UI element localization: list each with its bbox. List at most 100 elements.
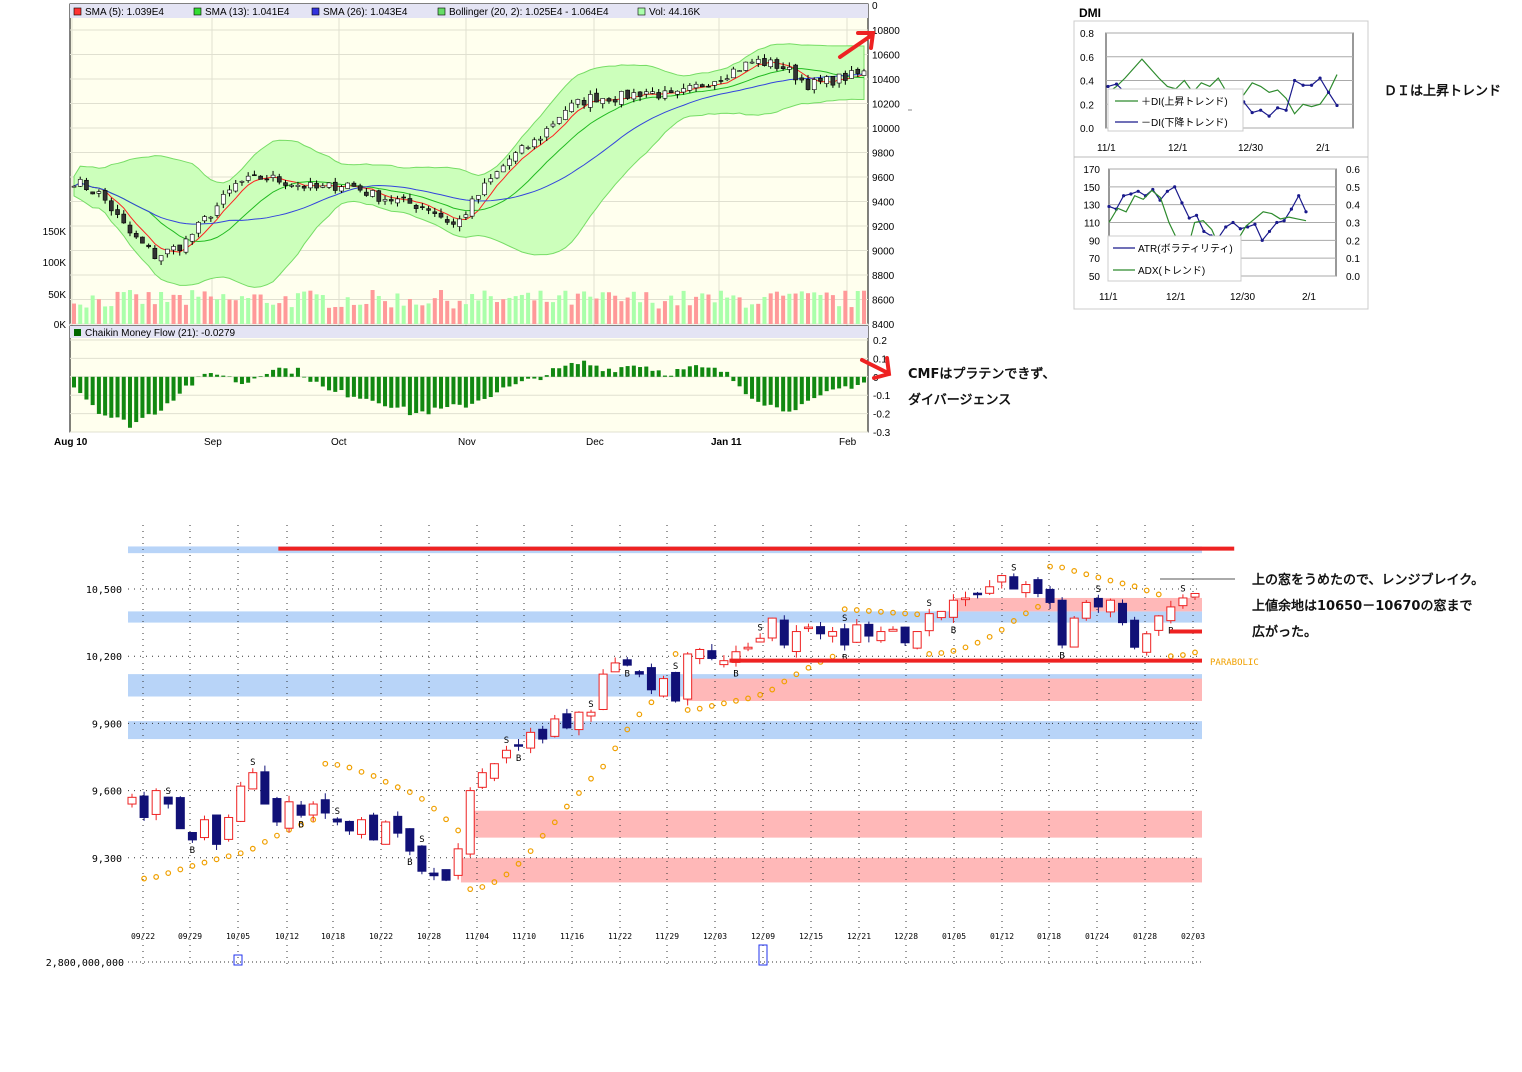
- candle: [699, 84, 705, 88]
- candle: [320, 799, 330, 814]
- cmf-bar: [718, 371, 723, 377]
- volume-bar: [781, 295, 786, 324]
- candle: [693, 83, 699, 89]
- cmf-bar: [538, 376, 543, 381]
- candle: [258, 175, 263, 180]
- candle: [719, 660, 729, 666]
- stock-chart-main: SMA (5): 1.039E4 SMA (13): 1.041E4 SMA (26…: [43, 1, 912, 448]
- parabolic-sar-dot: [1192, 649, 1198, 656]
- volume-bar: [758, 944, 768, 966]
- parabolic-sar-dot: [346, 764, 353, 771]
- volume-bar: [550, 302, 555, 324]
- candle: [513, 152, 518, 162]
- parabolic-sar-dot: [708, 703, 715, 709]
- volume-bar: [239, 296, 244, 324]
- legend-item: SMA (26): 1.043E4: [323, 7, 408, 18]
- volume-bar: [582, 291, 587, 324]
- cmf-bar: [463, 376, 468, 408]
- candle: [731, 68, 736, 79]
- volume-bar: [146, 292, 151, 324]
- candle: [1009, 576, 1019, 590]
- candle: [308, 803, 318, 816]
- cmf-bar: [787, 376, 792, 412]
- volume-bar: [712, 302, 717, 324]
- volume-bar: [420, 305, 425, 324]
- atr-series-line: [1108, 185, 1307, 242]
- candle: [836, 73, 842, 84]
- parabolic-sar-dot: [165, 870, 172, 877]
- candle: [272, 798, 282, 823]
- date-label: 10/05: [226, 932, 250, 941]
- volume-bar: [662, 301, 667, 324]
- parabolic-label: PARABOLIC: [1210, 658, 1259, 668]
- parabolic-sar-dot: [153, 874, 160, 880]
- candle: [345, 182, 351, 189]
- volume-bar: [824, 292, 829, 324]
- volume-bar: [264, 302, 269, 324]
- cmf-bar: [302, 376, 307, 378]
- legend-item: SMA (5): 1.039E4: [85, 7, 164, 18]
- parabolic-sar-dot: [225, 853, 232, 860]
- adx-y-tick-right: 0.4: [1346, 201, 1360, 212]
- price-tick-label: 9400: [872, 198, 895, 209]
- cmf-bar: [127, 376, 132, 428]
- candle: [888, 628, 898, 632]
- dmi-y-tick: 0.4: [1080, 77, 1094, 88]
- atr-series-line: [1108, 189, 1307, 257]
- cmf-bar: [221, 375, 226, 377]
- adx-y-tick-right: 0.5: [1346, 183, 1360, 194]
- volume-bar: [277, 303, 282, 324]
- candle: [482, 182, 487, 196]
- cmf-bar: [389, 376, 394, 408]
- atr-point: [1136, 189, 1140, 193]
- parabolic-sar-dot: [249, 845, 256, 852]
- candle: [646, 667, 656, 691]
- support-zone: [471, 810, 1202, 838]
- candle: [876, 631, 886, 642]
- volume-bar: [482, 290, 487, 324]
- dmi-point: [1292, 78, 1297, 83]
- dmi-legend-label: ＋DI(上昇トレンド): [1141, 96, 1228, 108]
- parabolic-sar-dot: [793, 671, 800, 678]
- volume-tick-label: 150K: [43, 227, 67, 238]
- candle: [276, 176, 282, 183]
- parabolic-sar-dot: [189, 863, 196, 869]
- cmf-bar: [183, 376, 188, 386]
- buy-signal: B: [407, 858, 412, 868]
- atr-y-tick-left: 50: [1089, 272, 1101, 283]
- candle: [401, 196, 406, 199]
- candle: [165, 248, 170, 255]
- volume-bar: [787, 293, 792, 324]
- cmf-bar: [544, 375, 549, 377]
- atr-point: [1202, 229, 1206, 234]
- cmf-bar: [345, 376, 350, 398]
- date-label: 01/18: [1037, 932, 1061, 941]
- atr-point: [1297, 194, 1301, 198]
- parabolic-sar-dot: [1035, 603, 1041, 610]
- candle: [1069, 617, 1079, 648]
- price-tick-label: 9000: [872, 247, 895, 258]
- volume-bar: [774, 291, 779, 324]
- candle: [569, 102, 574, 112]
- bollinger-band: [73, 43, 865, 288]
- cmf-bar: [72, 376, 76, 388]
- volume-bar: [457, 300, 462, 324]
- legend-item: SMA (13): 1.041E4: [205, 7, 290, 18]
- cmf-legend-bar: [70, 326, 868, 338]
- volume-bar: [370, 290, 375, 324]
- cmf-bar: [420, 376, 425, 412]
- price-tick-label: 8800: [872, 271, 895, 282]
- cmf-bar: [295, 367, 300, 377]
- cmf-bar: [706, 367, 711, 377]
- volume-bar: [806, 293, 811, 324]
- cmf-bar: [743, 376, 748, 395]
- cmf-bar: [140, 376, 145, 418]
- volume-bar: [669, 295, 674, 324]
- candle: [357, 185, 363, 191]
- candle: [762, 58, 767, 66]
- cmf-bar: [258, 376, 263, 377]
- volume-bar: [756, 303, 761, 324]
- atr-point: [1187, 216, 1191, 220]
- volume-bar: [762, 296, 767, 324]
- support-zone: [954, 597, 1202, 612]
